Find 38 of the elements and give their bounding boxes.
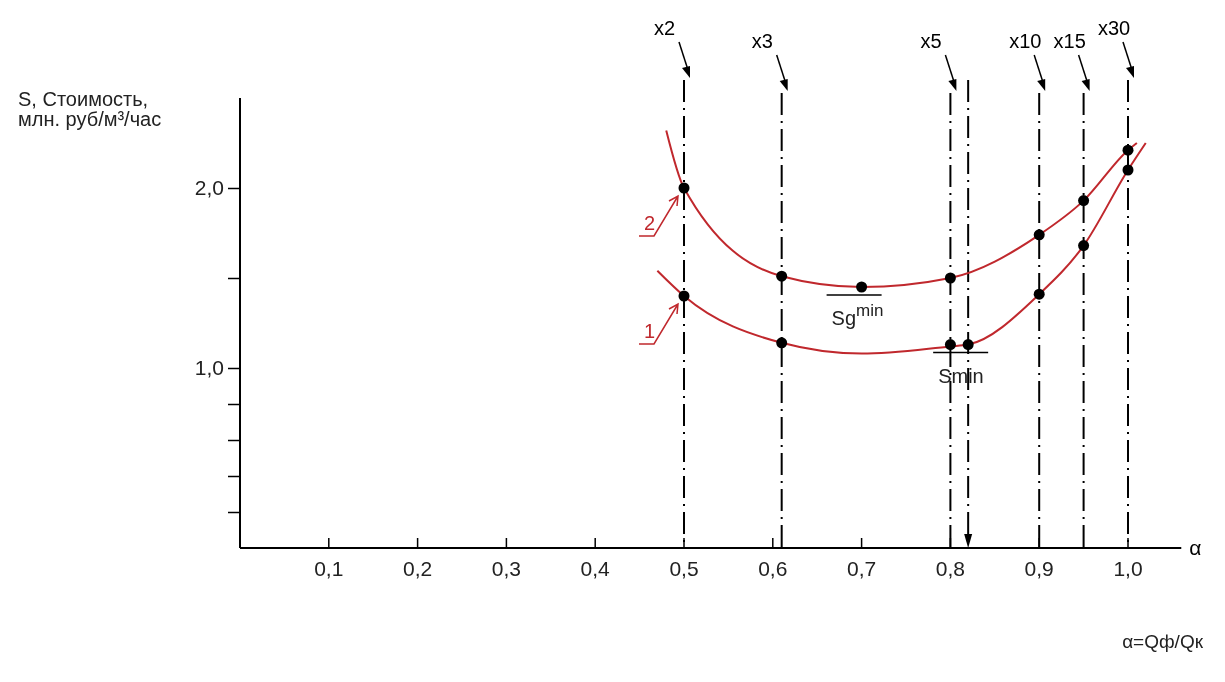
x-axis-title: α — [1189, 536, 1202, 559]
legend-label: 2 — [644, 212, 656, 234]
x-tick-label: 0,9 — [1024, 557, 1054, 580]
point — [1078, 195, 1090, 207]
ref-line-label: x5 — [920, 30, 942, 52]
x-tick-label: 1,0 — [1113, 557, 1143, 580]
legend-label: 1 — [644, 320, 656, 342]
text: α=Qф/Qк — [1122, 631, 1204, 652]
point — [1122, 144, 1134, 156]
ref-line-label: x2 — [654, 17, 676, 39]
point — [1078, 240, 1090, 252]
line-series — [656, 142, 1147, 355]
point — [856, 281, 868, 293]
point — [944, 272, 956, 284]
x-tick-label: 0,2 — [403, 557, 433, 580]
x-tick-label: 0,7 — [847, 557, 877, 580]
point — [678, 182, 690, 194]
x-tick-label: 0,4 — [580, 557, 611, 580]
ref-line-label: x15 — [1053, 30, 1086, 52]
x-tick-label: 0,3 — [491, 557, 521, 580]
ref-line-label: x3 — [751, 30, 773, 52]
point — [1033, 229, 1045, 241]
x-tick-label: 0,1 — [314, 557, 344, 580]
ref-line-label: x10 — [1009, 30, 1042, 52]
x-tick-label: 0,6 — [758, 557, 788, 580]
point — [776, 337, 788, 349]
point — [776, 270, 788, 282]
x-tick-label: 0,8 — [935, 557, 965, 580]
point — [1033, 288, 1045, 300]
ref-line-label: x30 — [1098, 17, 1131, 39]
point — [1122, 164, 1134, 176]
point — [962, 339, 974, 351]
y-axis-title: S, Стоимость, млн. руб/м³/час — [18, 88, 162, 130]
point — [678, 290, 690, 302]
annotation: Sg$^{min}$ — [831, 300, 884, 329]
y-tick-label: 2,0 — [194, 176, 224, 199]
x-tick-label: 0,5 — [669, 557, 699, 580]
point — [944, 339, 956, 351]
